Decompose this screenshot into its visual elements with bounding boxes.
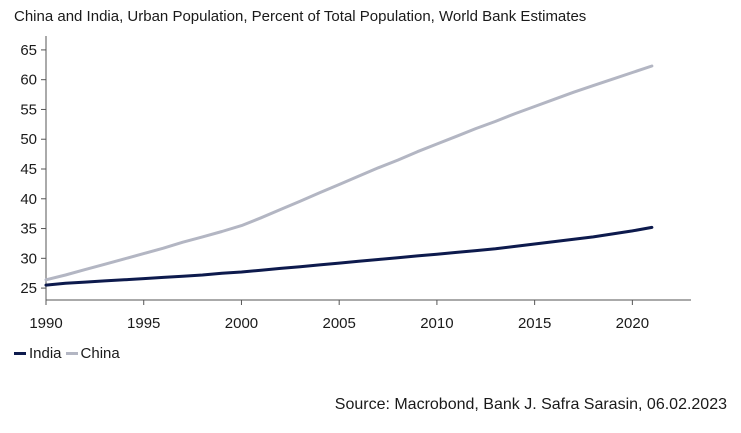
axes bbox=[41, 36, 691, 305]
series-line-china bbox=[44, 64, 654, 282]
x-tick-label: 2000 bbox=[225, 315, 258, 332]
y-tick-label: 45 bbox=[20, 161, 37, 178]
chart-title: China and India, Urban Population, Perce… bbox=[14, 8, 587, 25]
legend-item-china: China bbox=[65, 345, 120, 362]
x-tick-label: 1990 bbox=[29, 315, 62, 332]
legend-label-china: China bbox=[80, 345, 120, 362]
series-line-india bbox=[44, 225, 654, 287]
legend-item-india: India bbox=[14, 345, 62, 362]
y-tick-label: 60 bbox=[20, 72, 37, 89]
tick-labels: 25 30 35 40 45 50 55 60 65 1990 1995 2000 2005 2010 20… bbox=[20, 42, 649, 332]
x-tick-label: 2005 bbox=[322, 315, 355, 332]
y-tick-label: 30 bbox=[20, 250, 37, 267]
x-tick-label: 2020 bbox=[616, 315, 649, 332]
legend-swatch-china bbox=[65, 352, 78, 355]
x-tick-label: 2015 bbox=[518, 315, 551, 332]
y-tick-label: 50 bbox=[20, 131, 37, 148]
x-tick-label: 2010 bbox=[420, 315, 453, 332]
y-tick-label: 25 bbox=[20, 280, 37, 297]
series-lines bbox=[44, 64, 654, 287]
source-note: Source: Macrobond, Bank J. Safra Sarasin… bbox=[334, 396, 727, 413]
legend-label-india: India bbox=[29, 345, 62, 362]
y-tick-label: 65 bbox=[20, 42, 37, 59]
legend: India China bbox=[14, 345, 124, 362]
legend-swatch-india bbox=[14, 352, 26, 355]
x-tick-label: 1995 bbox=[127, 315, 160, 332]
y-tick-label: 35 bbox=[20, 221, 37, 238]
y-tick-label: 40 bbox=[20, 191, 37, 208]
y-tick-label: 55 bbox=[20, 101, 37, 118]
